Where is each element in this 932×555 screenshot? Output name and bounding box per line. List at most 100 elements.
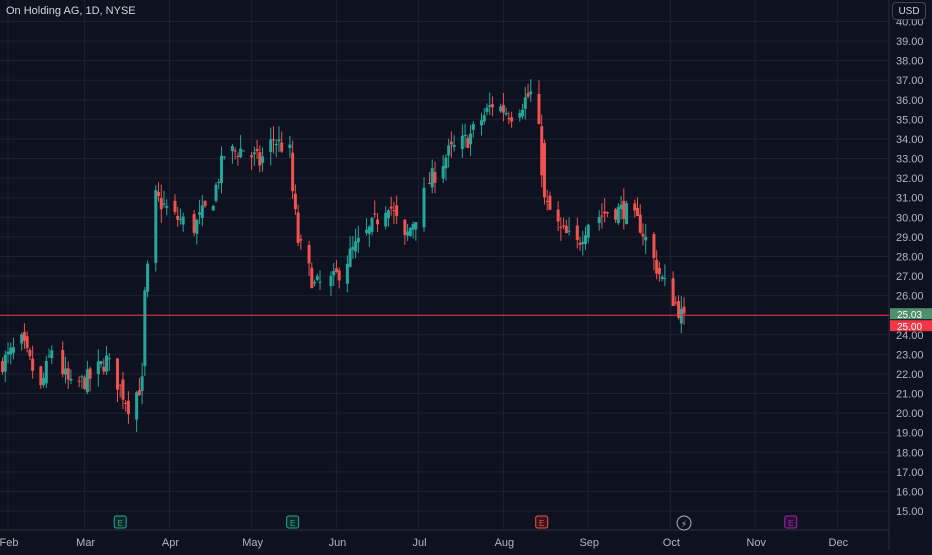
candle-body <box>154 190 158 263</box>
candle-body <box>6 351 10 355</box>
candle-body <box>466 137 470 148</box>
candle-body <box>559 226 563 228</box>
candle-body <box>430 168 434 188</box>
candle-body <box>614 209 618 220</box>
candle-body <box>217 182 221 184</box>
price-label: 25.03 <box>897 310 922 321</box>
candle-body <box>408 227 412 236</box>
candle-body <box>332 271 336 276</box>
candle-body <box>526 93 530 97</box>
candle-body <box>523 97 527 109</box>
candle-body <box>638 214 642 233</box>
x-tick-label: Nov <box>746 537 766 549</box>
candle-body <box>105 355 109 372</box>
x-tick-label: Aug <box>495 537 515 549</box>
earnings-event-marker <box>784 515 798 529</box>
candle-body <box>586 224 590 238</box>
candle-body <box>42 378 46 386</box>
candle-body <box>375 219 379 225</box>
candle-body <box>471 123 475 130</box>
chart-title: On Holding AG, 1D, NYSE <box>6 5 136 17</box>
candle-body <box>80 376 84 378</box>
candle-body <box>39 366 43 386</box>
candle-body <box>20 334 24 344</box>
candle-body <box>501 104 505 113</box>
candle-body <box>291 152 295 192</box>
candle-body <box>597 216 601 224</box>
candle-body <box>469 133 473 145</box>
candle-body <box>660 276 664 279</box>
x-tick-label: Jun <box>329 537 347 549</box>
candle-body <box>239 148 243 158</box>
candle-body <box>356 237 360 243</box>
candle-body <box>365 229 369 233</box>
candle-body <box>277 139 281 142</box>
candle-body <box>427 183 431 185</box>
candle-body <box>370 217 374 232</box>
x-tick-label: Sep <box>579 537 599 549</box>
y-tick-label: 21.00 <box>896 389 924 401</box>
y-tick-label: 39.00 <box>896 36 924 48</box>
y-tick-label: 23.00 <box>896 349 924 361</box>
x-tick-label: Jul <box>413 537 427 549</box>
candle-body <box>367 226 371 234</box>
candle-body <box>345 263 349 284</box>
candle-body <box>192 213 196 233</box>
candle-body <box>88 368 92 379</box>
candle-body <box>222 156 226 158</box>
candle-body <box>1 361 5 372</box>
price-label: 25.00 <box>897 322 922 333</box>
candle-body <box>482 115 486 122</box>
y-tick-label: 16.00 <box>896 486 924 498</box>
y-tick-label: 33.00 <box>896 154 924 166</box>
x-tick-label: Apr <box>162 537 179 549</box>
candle-body <box>165 206 169 208</box>
candle-body <box>124 402 128 404</box>
candle-body <box>447 145 451 156</box>
y-tick-label: 22.00 <box>896 369 924 381</box>
candle-body <box>354 241 358 252</box>
earnings-label: E <box>118 519 123 528</box>
candle-body <box>271 139 275 141</box>
candle-body <box>641 233 645 237</box>
candle-body <box>674 302 678 304</box>
candle-body <box>315 276 319 280</box>
candle-body <box>499 106 503 112</box>
candle-body <box>66 368 70 380</box>
y-tick-label: 20.00 <box>896 408 924 420</box>
candle-body <box>102 366 106 372</box>
candle-body <box>77 380 81 382</box>
candle-body <box>135 392 139 420</box>
candle-body <box>107 358 111 360</box>
candle-body <box>545 200 549 202</box>
candle-body <box>178 218 182 220</box>
candle-body <box>633 203 637 211</box>
candle-body <box>518 112 522 118</box>
candle-body <box>567 230 571 232</box>
candle-body <box>679 308 683 324</box>
candle-body <box>200 205 204 218</box>
candle-body <box>337 270 341 281</box>
candle-body <box>529 91 533 95</box>
candle-body <box>619 204 623 210</box>
candle-body <box>252 152 256 155</box>
candle-body <box>548 195 552 210</box>
candle-body <box>143 290 147 367</box>
candle-body <box>490 104 494 108</box>
candle-body <box>329 275 333 287</box>
candle-body <box>480 120 484 126</box>
y-tick-label: 30.00 <box>896 212 924 224</box>
candle-body <box>85 369 89 393</box>
candle-body <box>411 224 415 230</box>
candle-body <box>564 225 568 234</box>
candle-body <box>121 379 125 400</box>
candle-body <box>334 268 338 272</box>
candle-body <box>392 210 396 212</box>
currency-button[interactable]: USD <box>892 2 926 20</box>
x-tick-label: Mar <box>76 537 95 549</box>
candle-body <box>537 93 541 124</box>
y-tick-label: 18.00 <box>896 447 924 459</box>
candle-body <box>137 390 141 396</box>
